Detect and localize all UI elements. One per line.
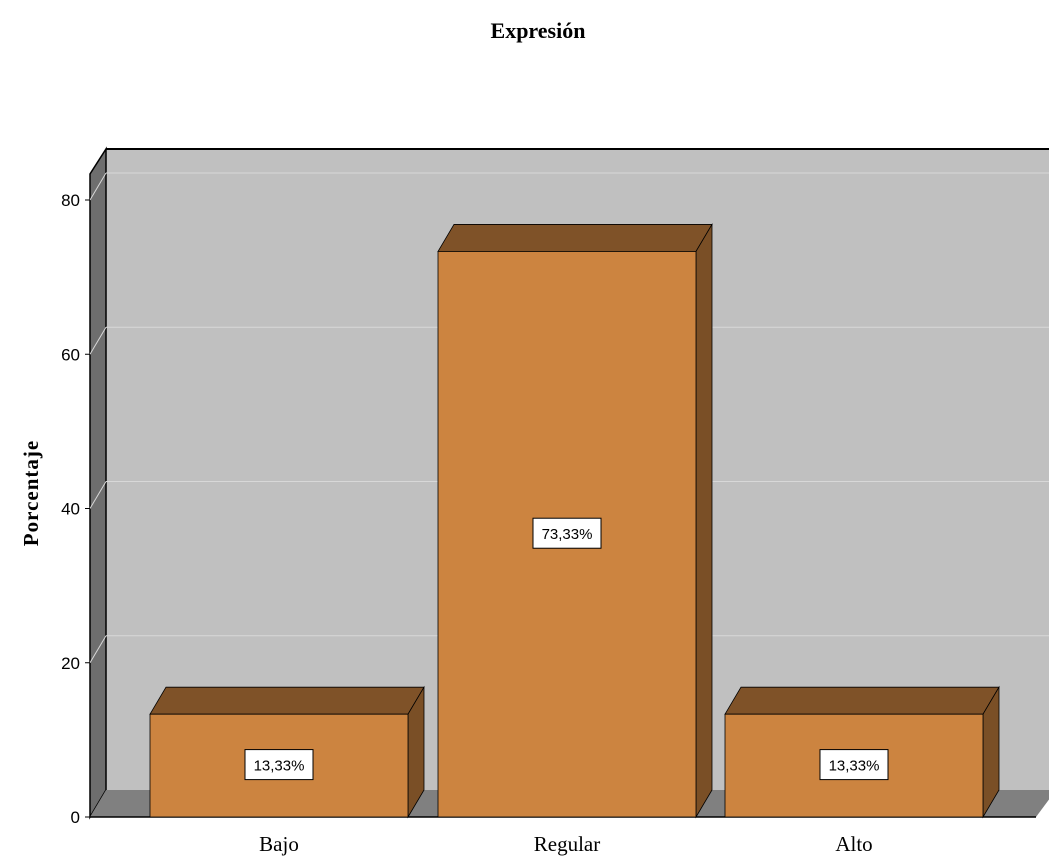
y-tick-label: 40 xyxy=(61,500,80,519)
data-label: 73,33% xyxy=(542,526,593,543)
gridline-side xyxy=(89,326,107,355)
bar-top-face xyxy=(149,686,425,715)
bar-top-face xyxy=(437,224,713,252)
data-label-box xyxy=(819,749,889,781)
plot-left-wall xyxy=(89,146,107,820)
y-tick-label: 20 xyxy=(61,654,80,673)
gridline-side xyxy=(89,481,107,509)
gridline-side xyxy=(89,172,107,201)
chart-title: Expresión xyxy=(491,18,586,43)
gridline-side xyxy=(89,635,107,664)
x-tick-label: Regular xyxy=(534,832,600,856)
y-tick-label: 60 xyxy=(61,345,80,364)
bar-top-face xyxy=(724,686,1000,715)
y-axis-label: Porcentaje xyxy=(19,440,43,546)
y-tick-label: 80 xyxy=(61,191,80,210)
data-label-box xyxy=(532,517,602,549)
data-label: 13,33% xyxy=(254,758,305,775)
plot-area: 0 20 40 60 80 13,33% Bajo 73,33% Regular 13,33% Al… xyxy=(61,146,1049,856)
x-tick-label: Bajo xyxy=(259,832,299,856)
data-label-box xyxy=(244,749,314,781)
data-label: 13,33% xyxy=(829,758,880,775)
x-tick-label: Alto xyxy=(835,832,872,856)
y-tick-label: 0 xyxy=(71,808,80,827)
bar-side-face xyxy=(695,222,713,819)
